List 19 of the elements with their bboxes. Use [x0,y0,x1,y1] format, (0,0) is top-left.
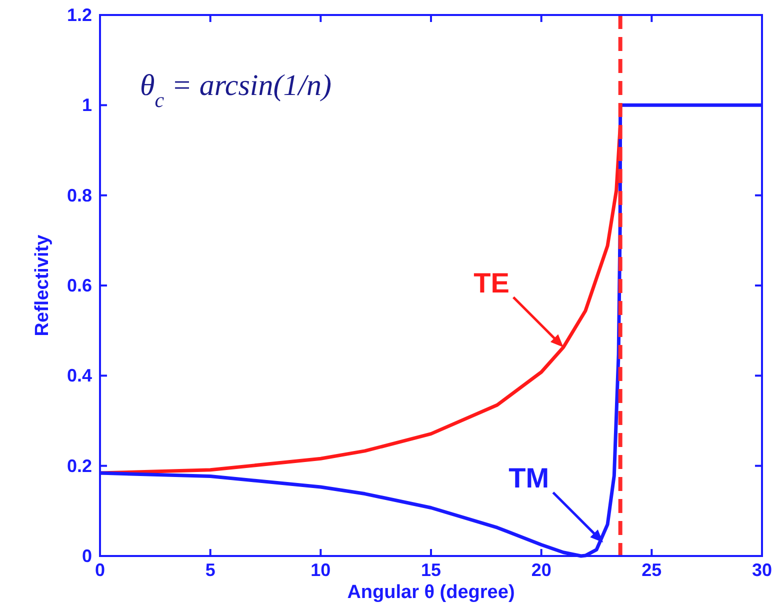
y-tick-label: 1.2 [66,5,92,25]
annotation: θ$_{c}$ = arcsin(1/n) [140,69,332,112]
x-axis-title: Angular θ (degree) [347,582,515,603]
x-tick-label: 30 [752,560,772,580]
y-tick-label: 0.8 [66,185,92,206]
y-tick-label: 0 [82,546,92,566]
y-tick-label: 0.2 [66,456,92,476]
y-tick-label: 0.6 [66,276,92,296]
x-tick-label: 15 [420,560,442,580]
y-tick-label: 0.4 [66,366,92,386]
annotation: TM [508,462,550,494]
x-tick-label: 20 [531,560,552,580]
x-tick-label: 0 [94,560,106,580]
y-axis-title: Reflectivity [32,234,53,336]
x-tick-label: 25 [642,560,662,580]
x-tick-label: 5 [205,560,216,580]
x-tick-label: 10 [310,560,331,580]
annotation: TE [474,267,510,298]
y-tick-label: 1 [82,95,92,116]
